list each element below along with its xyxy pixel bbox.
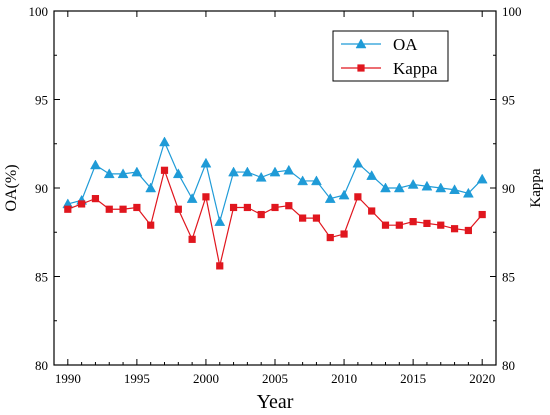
- data-point-kappa: [257, 210, 265, 219]
- data-point-oa: [200, 157, 212, 168]
- y-tick-label-right: 100: [502, 4, 522, 19]
- data-point-oa: [214, 216, 226, 226]
- data-point-kappa: [119, 205, 127, 213]
- data-point-oa: [462, 187, 474, 198]
- data-point-oa: [255, 171, 267, 182]
- data-point-kappa: [354, 193, 362, 201]
- series-oa: [62, 136, 488, 226]
- x-tick-label: 2020: [469, 371, 495, 386]
- legend: OA Kappa: [332, 30, 449, 82]
- data-point-oa: [366, 170, 378, 180]
- y-tick-label-left: 85: [35, 270, 48, 285]
- data-point-oa: [117, 168, 129, 179]
- x-axis-label: Year: [257, 391, 294, 413]
- data-point-oa: [228, 166, 239, 177]
- data-point-oa: [449, 184, 460, 195]
- y-tick-label-left: 100: [29, 4, 49, 19]
- data-point-kappa: [105, 205, 113, 213]
- data-point-kappa: [285, 202, 293, 210]
- data-point-kappa: [202, 193, 210, 201]
- data-point-kappa: [368, 207, 376, 215]
- y-tick-label-left: 90: [35, 181, 48, 196]
- data-point-oa: [131, 166, 143, 177]
- data-point-kappa: [395, 221, 403, 229]
- legend-label: OA: [393, 35, 418, 54]
- data-point-oa: [421, 180, 433, 191]
- data-point-kappa: [91, 195, 100, 203]
- data-point-oa: [324, 193, 336, 203]
- x-tick-label: 2010: [331, 371, 357, 386]
- x-tick-label: 2005: [262, 371, 288, 386]
- data-point-kappa: [160, 166, 169, 174]
- data-point-kappa: [326, 233, 334, 242]
- data-point-oa: [90, 159, 101, 170]
- data-point-kappa: [450, 225, 459, 233]
- data-point-oa: [283, 164, 295, 175]
- y-tick-label-right: 80: [502, 358, 515, 373]
- data-point-oa: [476, 173, 488, 184]
- data-point-oa: [352, 157, 364, 168]
- data-point-oa: [338, 189, 350, 200]
- data-point-kappa: [78, 200, 86, 208]
- data-series: [62, 136, 488, 270]
- data-point-kappa: [147, 221, 155, 229]
- y-tick-label-left: 80: [35, 358, 48, 373]
- series-line-kappa: [67, 168, 483, 267]
- data-point-kappa: [437, 221, 445, 229]
- data-point-kappa: [64, 205, 72, 213]
- data-point-oa: [103, 168, 115, 179]
- legend-box: [332, 30, 449, 82]
- data-point-kappa: [216, 262, 224, 270]
- legend-item-oa: OA: [341, 35, 418, 54]
- data-point-kappa: [340, 230, 348, 238]
- data-point-oa: [145, 182, 157, 193]
- data-point-kappa: [409, 218, 417, 226]
- data-point-oa: [393, 182, 405, 193]
- x-tick-label: 2015: [400, 371, 426, 386]
- data-point-kappa: [312, 214, 321, 222]
- y-axis-label-right: Kappa: [528, 168, 544, 207]
- data-point-kappa: [423, 219, 431, 227]
- y-tick-label-right: 90: [502, 181, 515, 196]
- legend-marker: [357, 64, 365, 72]
- data-point-oa: [241, 166, 253, 177]
- y-tick-label-right: 85: [502, 270, 515, 285]
- data-point-kappa: [299, 214, 307, 222]
- data-point-oa: [172, 168, 184, 179]
- y-tick-label-right: 95: [502, 93, 515, 108]
- legend-marker: [355, 38, 367, 49]
- data-point-kappa: [381, 221, 390, 229]
- y-axis-label-left: OA(%): [3, 164, 20, 211]
- axis-ticks: 1990 1995 2000 2005 2010 2015 2020 80 85 90 95 100 8…: [29, 4, 522, 386]
- data-point-oa: [380, 182, 391, 193]
- data-point-oa: [407, 178, 419, 189]
- x-tick-label: 1990: [55, 371, 81, 386]
- data-point-oa: [297, 175, 309, 186]
- data-point-kappa: [174, 205, 182, 213]
- data-point-oa: [159, 136, 170, 147]
- legend-label: Kappa: [393, 59, 438, 78]
- data-point-kappa: [464, 226, 472, 235]
- x-tick-label: 1995: [124, 371, 150, 386]
- data-point-kappa: [243, 203, 251, 212]
- data-point-kappa: [478, 210, 486, 219]
- data-point-kappa: [229, 203, 238, 212]
- y-tick-label-left: 95: [35, 93, 48, 108]
- data-point-kappa: [133, 203, 141, 212]
- data-point-oa: [186, 193, 198, 203]
- data-point-oa: [311, 175, 322, 186]
- series-kappa: [64, 166, 486, 270]
- legend-item-kappa: Kappa: [341, 59, 438, 78]
- data-point-kappa: [188, 235, 196, 243]
- x-tick-label: 2000: [193, 371, 219, 386]
- data-point-oa: [269, 166, 281, 177]
- data-point-kappa: [271, 203, 279, 212]
- data-point-oa: [435, 182, 447, 193]
